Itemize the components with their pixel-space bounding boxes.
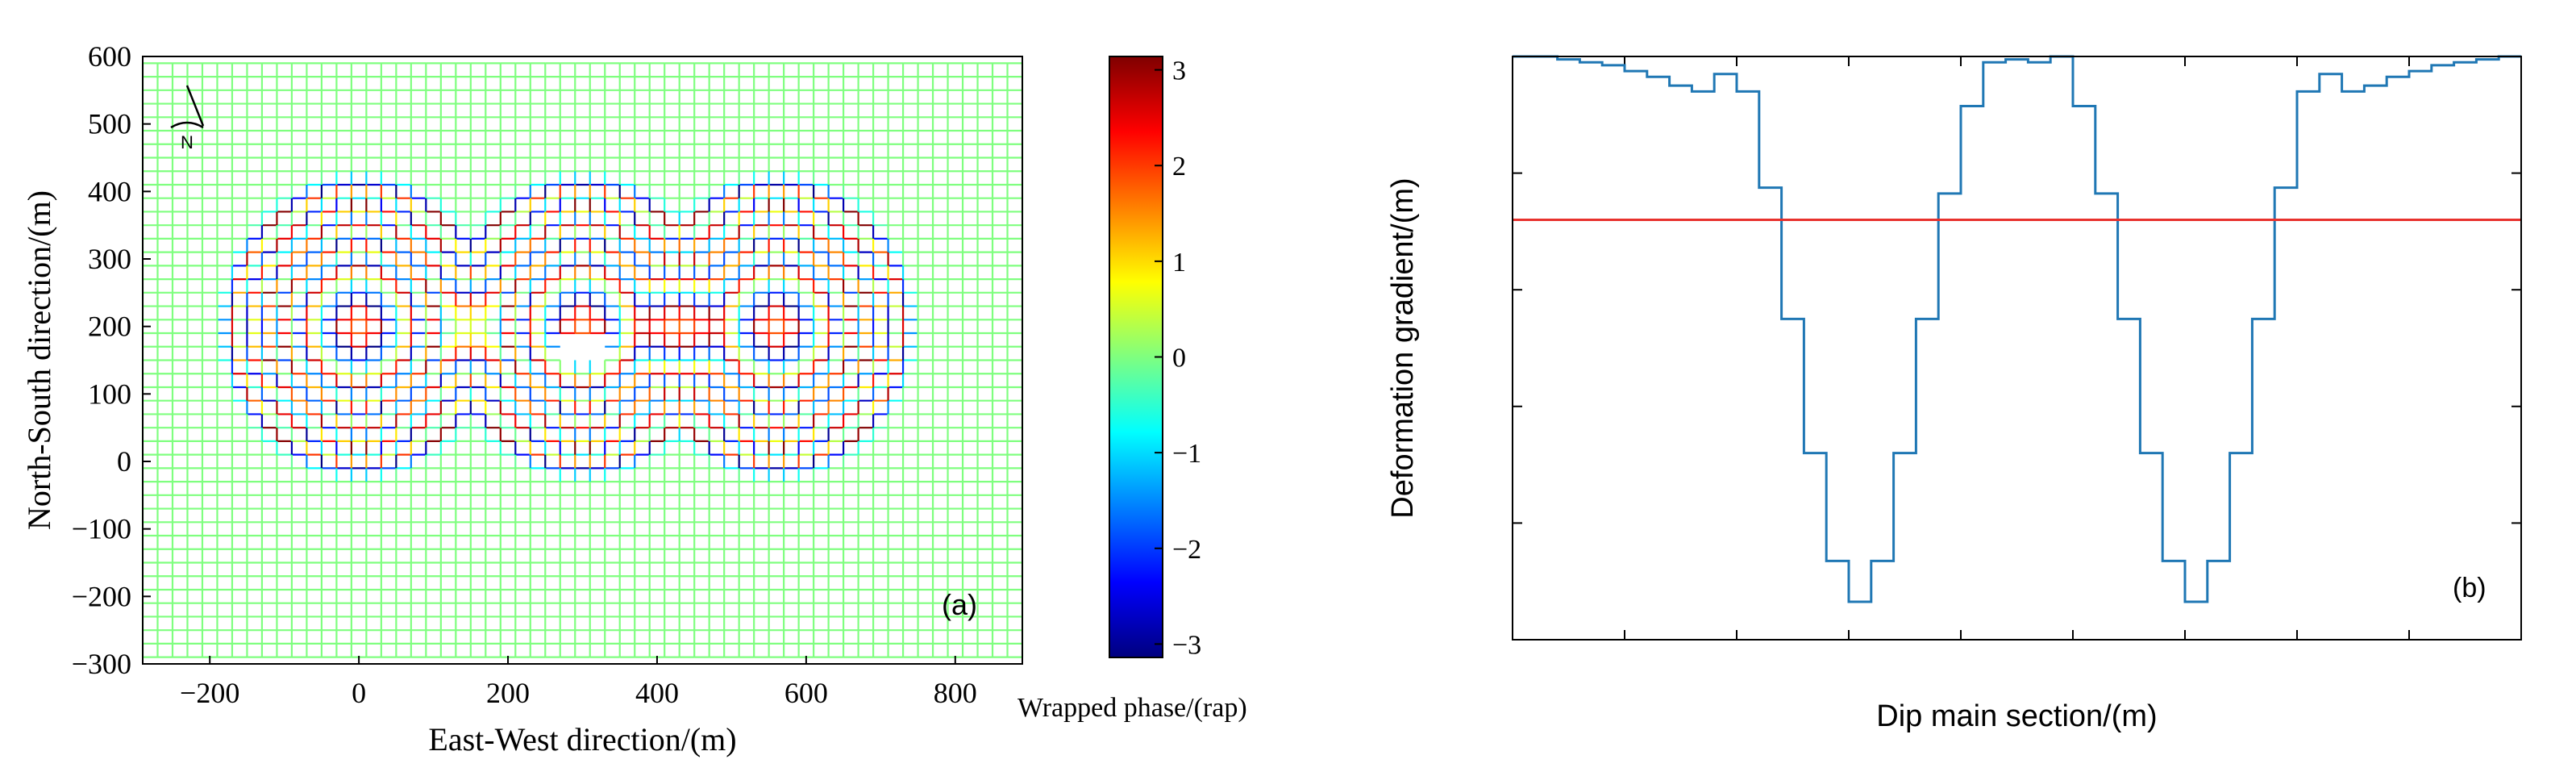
- phase-grid: [141, 62, 1024, 658]
- panel-a-phase-map: −200 0 200 400 600 800−300−200−10001002003004…: [21, 40, 1024, 757]
